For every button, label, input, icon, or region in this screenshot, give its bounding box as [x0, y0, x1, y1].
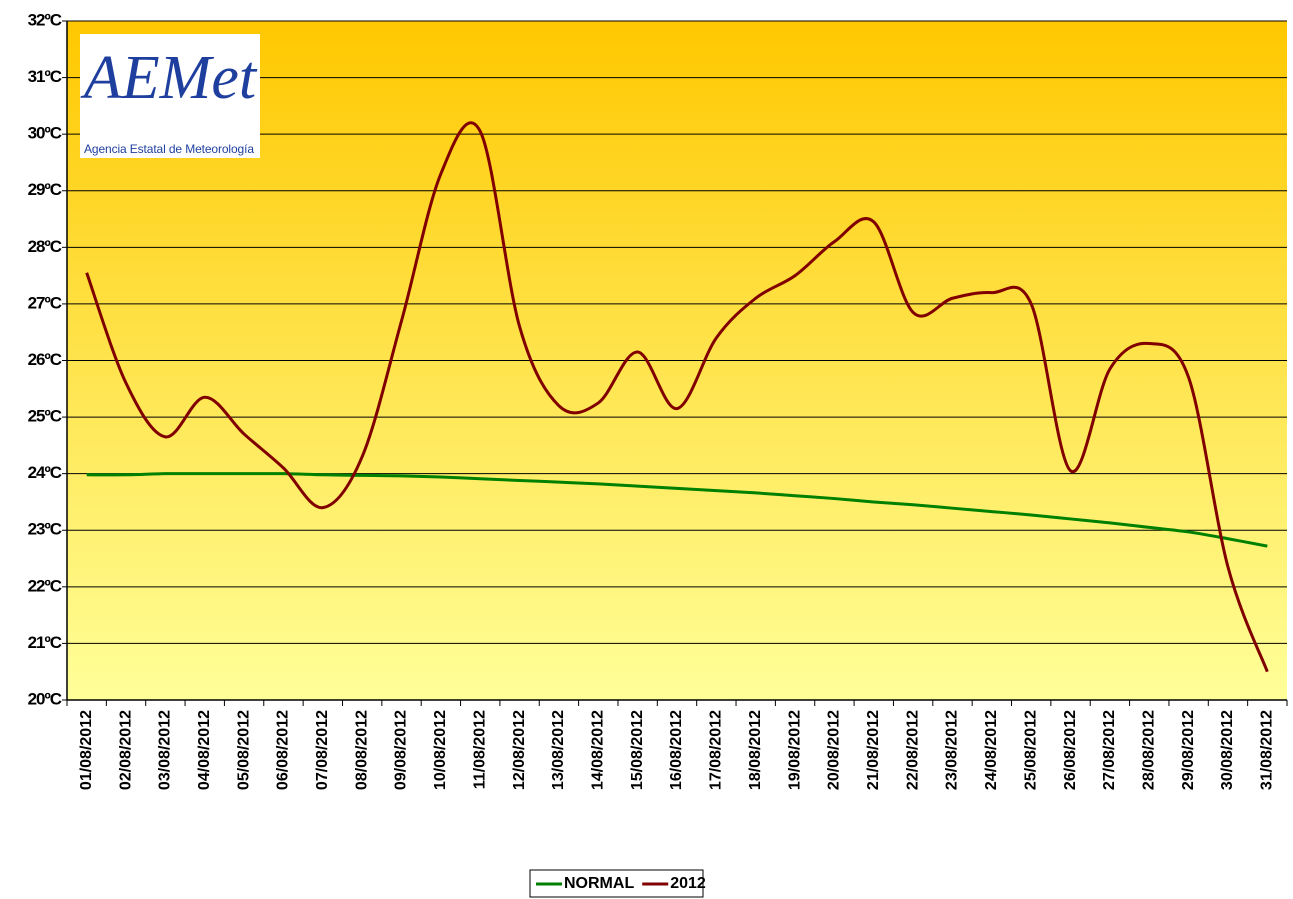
y-tick-label: 30ºC: [28, 124, 62, 143]
y-tick-label: 27ºC: [28, 293, 62, 312]
y-tick-label: 29ºC: [28, 180, 62, 199]
x-tick-label: 05/08/2012: [235, 710, 252, 790]
y-tick-label: 22ºC: [28, 576, 62, 595]
y-tick-label: 24ºC: [28, 463, 62, 482]
x-tick-label: 06/08/2012: [275, 710, 292, 790]
logo: AEMet Agencia Estatal de Meteorología: [80, 34, 260, 158]
y-tick-label: 28ºC: [28, 237, 62, 256]
x-tick-label: 10/08/2012: [432, 710, 449, 790]
x-tick-label: 02/08/2012: [117, 710, 134, 790]
legend-label: NORMAL: [564, 875, 634, 892]
x-tick-label: 19/08/2012: [786, 710, 803, 790]
x-tick-label: 29/08/2012: [1180, 710, 1197, 790]
legend-label: 2012: [670, 875, 706, 892]
x-tick-label: 11/08/2012: [471, 710, 488, 789]
x-tick-label: 12/08/2012: [511, 710, 528, 790]
x-tick-label: 03/08/2012: [157, 710, 174, 790]
x-tick-label: 24/08/2012: [983, 710, 1000, 790]
y-tick-label: 32ºC: [28, 10, 62, 29]
x-tick-label: 31/08/2012: [1259, 710, 1276, 790]
x-tick-label: 20/08/2012: [826, 710, 843, 790]
x-tick-label: 13/08/2012: [550, 710, 567, 790]
x-tick-label: 15/08/2012: [629, 710, 646, 790]
labels: 20ºC 21ºC 22ºC 23ºC 24ºC 25ºC 26ºC 27ºC 28ºC 29ºC…: [28, 10, 1276, 790]
x-tick-label: 14/08/2012: [590, 710, 607, 790]
logo-box: [80, 34, 260, 158]
legend: NORMAL 2012: [529, 869, 706, 898]
x-tick-label: 04/08/2012: [196, 710, 213, 790]
x-tick-label: 28/08/2012: [1140, 710, 1157, 790]
x-tick-label: 01/08/2012: [78, 710, 95, 790]
x-tick-label: 08/08/2012: [353, 710, 370, 790]
y-tick-label: 21ºC: [28, 633, 62, 652]
x-tick-label: 23/08/2012: [944, 710, 961, 790]
x-tick-label: 09/08/2012: [393, 710, 410, 790]
x-tick-label: 07/08/2012: [314, 710, 331, 790]
x-tick-label: 26/08/2012: [1062, 710, 1079, 790]
x-tick-label: 21/08/2012: [865, 710, 882, 790]
y-tick-label: 20ºC: [28, 689, 62, 708]
x-tick-label: 18/08/2012: [747, 710, 764, 790]
x-tick-label: 27/08/2012: [1101, 710, 1118, 790]
y-tick-label: 31ºC: [28, 67, 62, 86]
x-tick-label: 30/08/2012: [1219, 710, 1236, 790]
lines: [85, 121, 1269, 673]
y-tick-label: 25ºC: [28, 407, 62, 426]
y-tick-label: 26ºC: [28, 350, 62, 369]
logo-subtitle: Agencia Estatal de Meteorología: [84, 142, 254, 156]
x-tick-label: 22/08/2012: [904, 710, 921, 790]
x-tick-label: 25/08/2012: [1022, 710, 1039, 790]
y-tick-label: 23ºC: [28, 520, 62, 539]
x-tick-label: 16/08/2012: [668, 710, 685, 790]
series-line: [85, 121, 1269, 673]
logo-text: AEMet: [80, 44, 258, 112]
x-tick-label: 17/08/2012: [708, 710, 725, 790]
series-line: [86, 472, 1268, 548]
